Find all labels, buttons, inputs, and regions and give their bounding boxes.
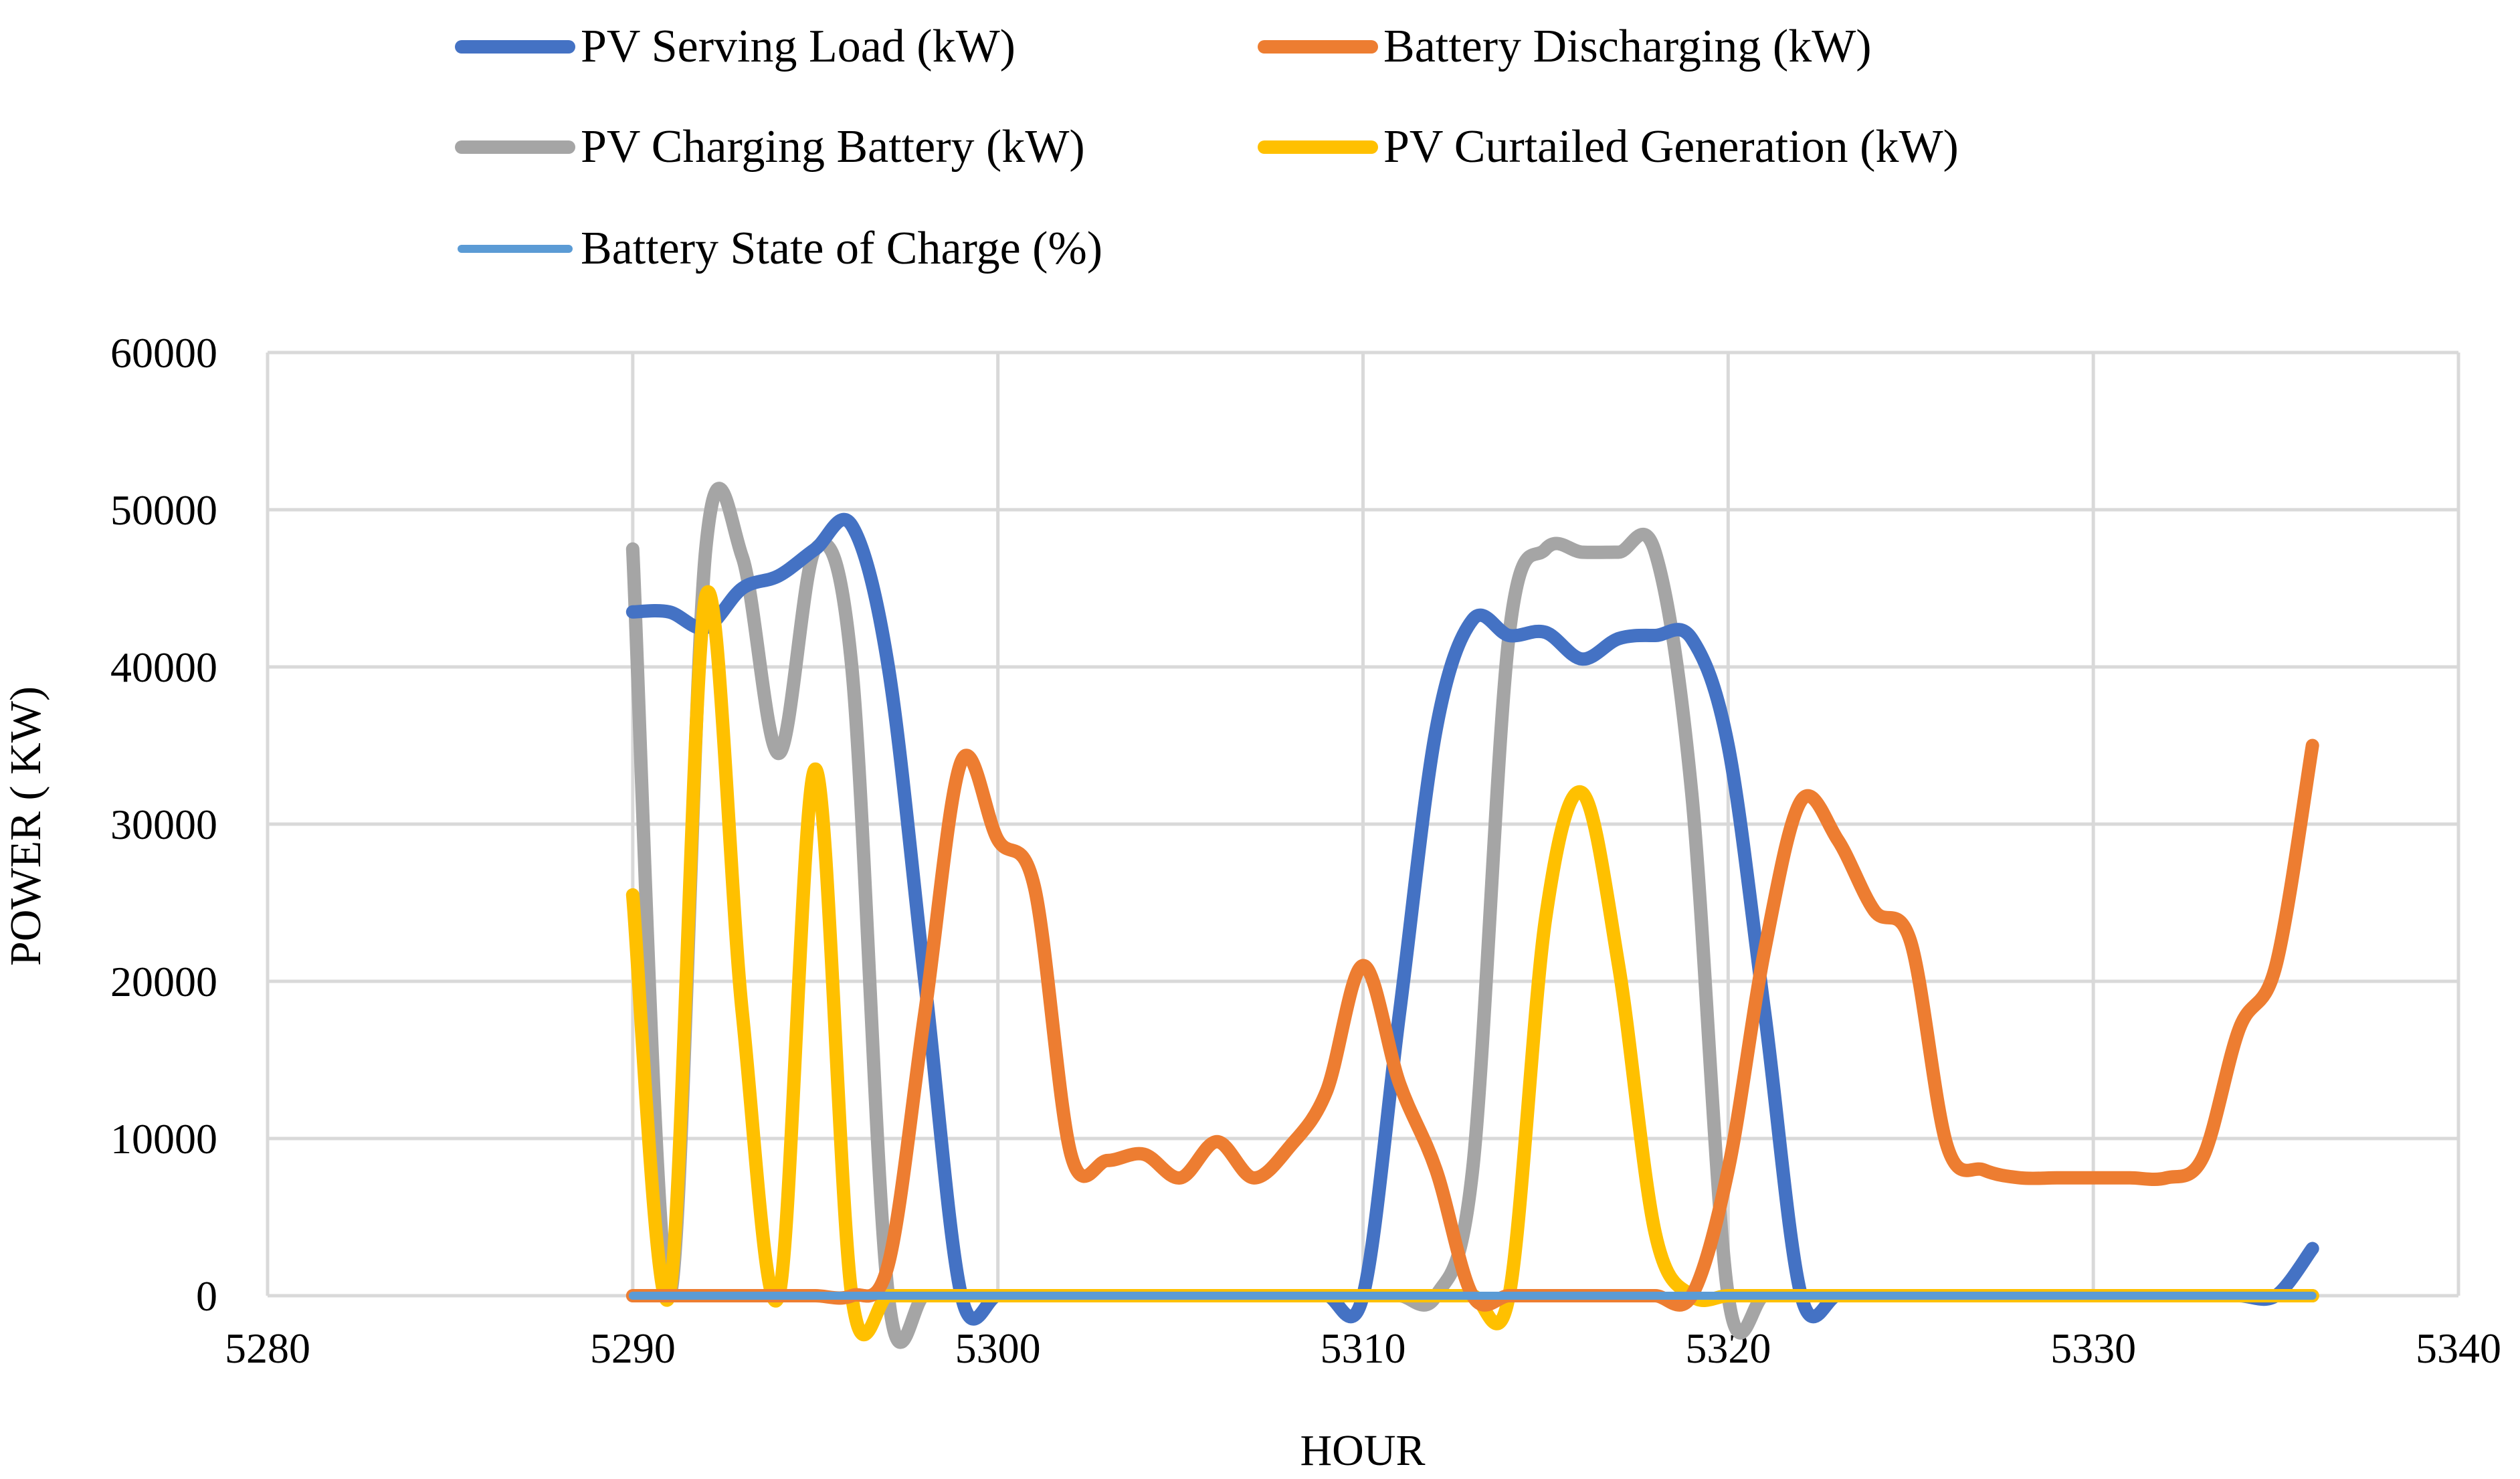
legend-label-pv-charging-battery: PV Charging Battery (kW): [581, 121, 1085, 173]
legend-label-pv-curtailed-generation: PV Curtailed Generation (kW): [1383, 121, 1959, 173]
grid: [266, 351, 2460, 1298]
x-tick-label: 5320: [1685, 1324, 1771, 1372]
legend: PV Serving Load (kW) Battery Discharging …: [455, 21, 1959, 274]
y-tick-label: 30000: [110, 801, 217, 848]
x-axis-label: HOUR: [1300, 1426, 1425, 1475]
x-tick-label: 5290: [590, 1324, 676, 1372]
y-tick-label: 20000: [110, 958, 217, 1005]
x-axis-ticks: 5280 5290 5300 5310 5320 5330 5340: [225, 1324, 2501, 1372]
y-tick-label: 0: [196, 1272, 217, 1320]
x-tick-label: 5340: [2416, 1324, 2501, 1372]
x-tick-label: 5300: [955, 1324, 1041, 1372]
legend-label-battery-discharging: Battery Discharging (kW): [1383, 21, 1872, 72]
x-tick-label: 5330: [2050, 1324, 2136, 1372]
legend-label-battery-state-of-charge: Battery State of Charge (%): [581, 223, 1102, 274]
y-axis-label: POWER ( KW): [1, 686, 50, 966]
y-axis-ticks: 0 10000 20000 30000 40000 50000 60000: [110, 329, 217, 1320]
series-line-battery-discharging: [625, 738, 2319, 1312]
y-tick-label: 60000: [110, 329, 217, 377]
legend-label-pv-serving-load: PV Serving Load (kW): [581, 21, 1015, 72]
y-tick-label: 50000: [110, 486, 217, 534]
x-tick-label: 5310: [1321, 1324, 1406, 1372]
y-tick-label: 40000: [110, 644, 217, 691]
series-lines: [625, 482, 2319, 1349]
x-tick-label: 5280: [225, 1324, 310, 1372]
y-tick-label: 10000: [110, 1115, 217, 1163]
